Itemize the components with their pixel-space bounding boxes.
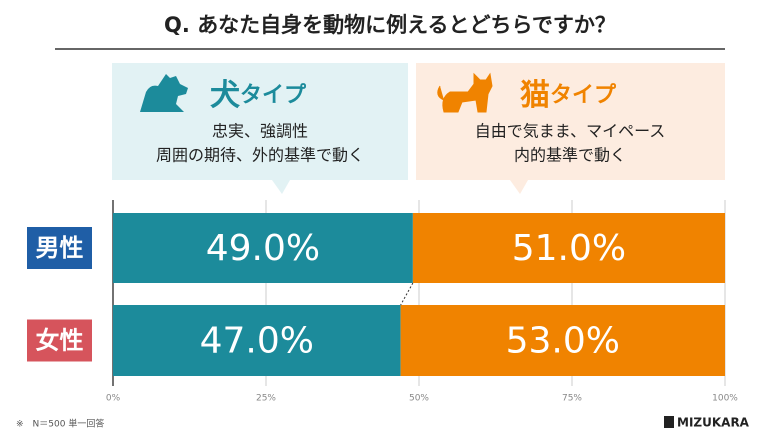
dog-pointer [272, 180, 290, 194]
connector [400, 282, 414, 306]
y-tick-label: 男性 [36, 234, 84, 262]
series-name: 猫タイプ [520, 78, 617, 113]
x-tick-label: 50% [409, 394, 429, 404]
series-description: 忠実、強調性 [212, 122, 308, 141]
x-tick-label: 25% [256, 394, 276, 404]
series-name-initial: 猫 [520, 78, 550, 113]
value-label: 53.0% [506, 321, 620, 362]
value-label: 51.0% [512, 228, 626, 269]
series-name-rest: タイプ [240, 83, 307, 108]
series-name-initial: 犬 [210, 78, 240, 113]
value-label: 47.0% [200, 321, 314, 362]
bar [412, 213, 725, 283]
series-name: 犬タイプ [210, 78, 307, 113]
y-tick-label: 女性 [36, 327, 84, 355]
series-description: 自由で気まま、マイペース [475, 122, 666, 141]
dog-icon [140, 74, 188, 112]
x-tick-label: 75% [562, 394, 582, 404]
series-description: 内的基準で動く [514, 146, 626, 165]
brand-mark [664, 416, 674, 428]
bar [113, 305, 401, 376]
category-box [27, 227, 92, 269]
category-box [27, 319, 92, 362]
note: ※ N＝500 単一回答 [16, 418, 104, 430]
cat-callout [416, 63, 725, 180]
bar [113, 213, 413, 283]
x-tick-label: 0% [106, 394, 121, 404]
callouts [112, 63, 725, 194]
series-description: 周囲の期待、外的基準で動く [156, 146, 364, 165]
chart-title: Q. あなた自身を動物に例えるとどちらですか？ [164, 13, 616, 37]
value-label: 49.0% [206, 228, 320, 269]
series-name-rest: タイプ [550, 83, 617, 108]
cat-icon [437, 72, 493, 113]
bar [400, 305, 725, 376]
x-tick-label: 100% [712, 394, 738, 404]
cat-pointer [510, 180, 528, 194]
brand: MIZUKARA [677, 416, 750, 430]
